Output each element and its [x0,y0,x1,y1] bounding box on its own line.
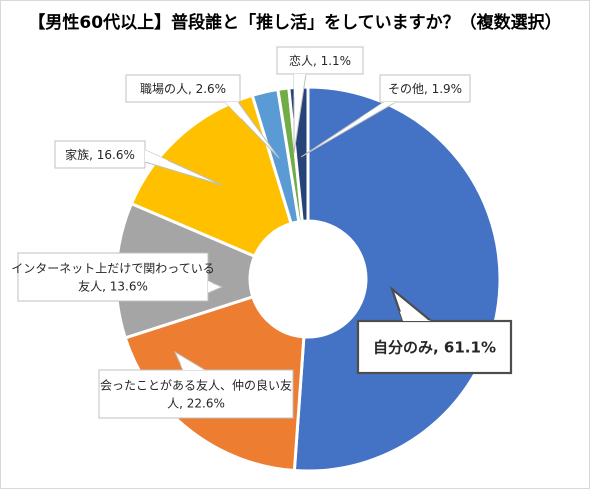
callout-coworker-pointer-seam [225,102,242,119]
slice-self [292,85,502,473]
callout-self-pointer-seam [399,311,431,321]
callout-other-box [379,74,471,103]
callout-family-box [54,140,146,169]
callout-family-pointer-seam [145,150,169,162]
callout-coworker-text: 職場の人, 2.6% [140,82,226,96]
callout-self-box [356,319,513,375]
callout-met-friend-pointer-seam [180,364,205,370]
callout-family-text: 家族, 16.6% [65,147,135,162]
callout-lover-pointer-seam [294,74,306,98]
callout-coworker: 職場の人, 2.6% [125,74,280,159]
callout-lover: 恋人, 1.1% [276,46,364,154]
callout-internet-friend-text: インターネット上だけで関わっている [11,261,214,275]
callout-other-text: その他, 1.9% [388,82,462,96]
callout-self-text: 自分のみ, 61.1% [373,338,496,356]
callout-internet-friend-text: 友人, 13.6% [78,279,148,293]
callout-met-friend-text: 会ったことがある友人、仲の良い友 [100,377,292,392]
callout-internet-friend-pointer-seam [208,281,213,293]
callout-lover-box [276,46,364,75]
callout-family: 家族, 16.6% [54,140,223,186]
chart-title: 【男性60代以上】普段誰と「推し活」をしていますか？（複数選択） [28,13,562,33]
callout-self: 自分のみ, 61.1% [356,285,513,375]
callout-other-pointer-seam [359,102,396,119]
callout-internet-friend-box [17,252,209,302]
callout-lover-text: 恋人, 1.1% [289,53,351,68]
callout-met-friend-text: 人, 22.6% [167,396,225,410]
callout-other: その他, 1.9% [300,74,471,158]
callout-met-friend-box [98,369,294,419]
callout-coworker-box [125,74,241,103]
